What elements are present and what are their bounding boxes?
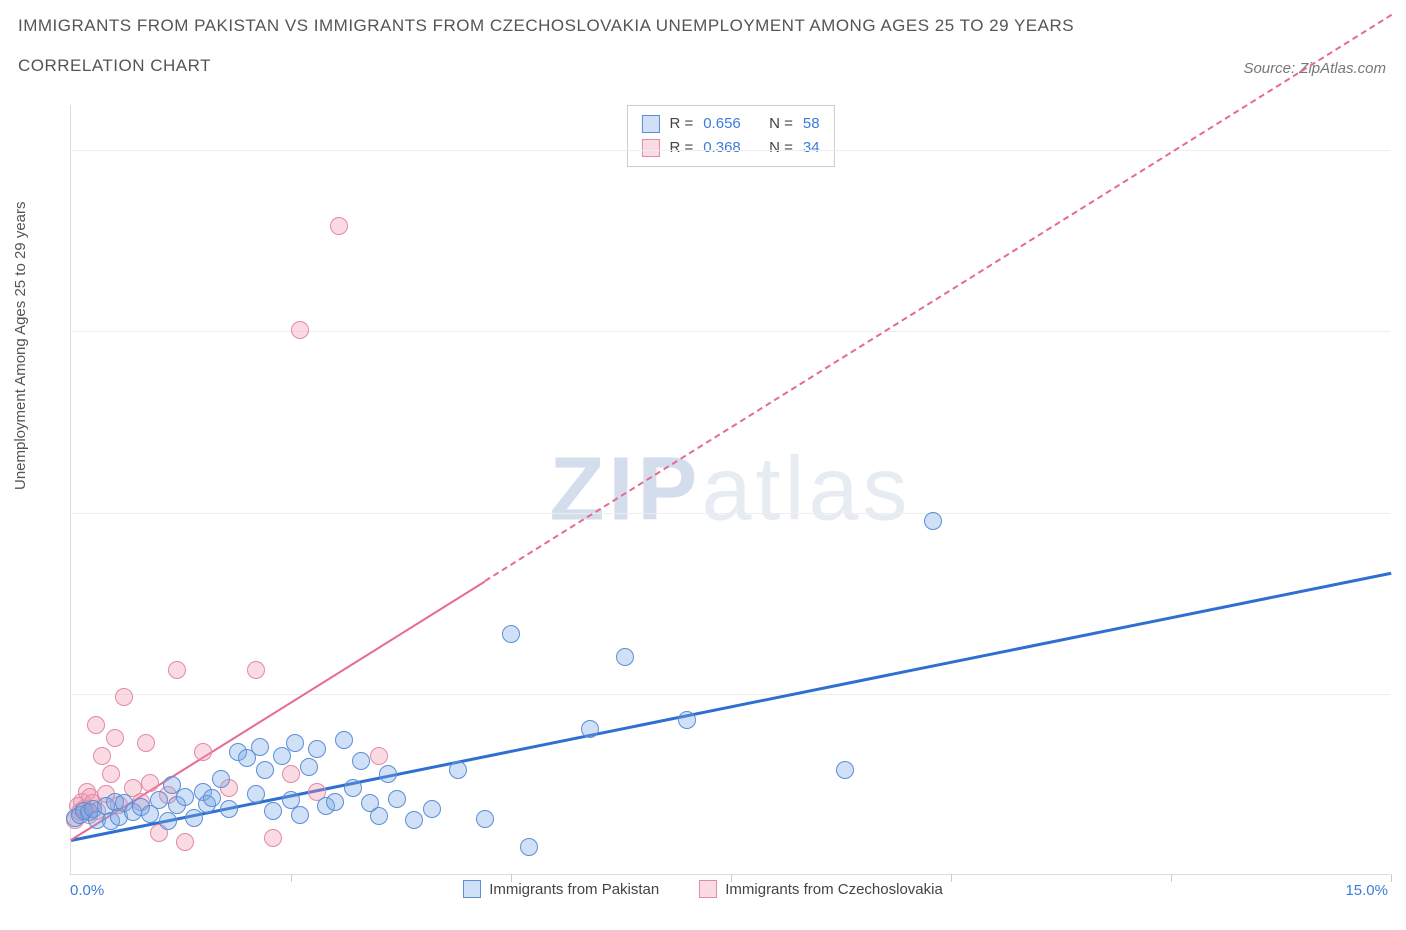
data-point [194, 743, 212, 761]
data-point [203, 789, 221, 807]
data-point [87, 716, 105, 734]
legend-label: Immigrants from Pakistan [489, 881, 659, 898]
gridline [71, 694, 1390, 695]
data-point [326, 793, 344, 811]
data-point [581, 720, 599, 738]
data-point [370, 747, 388, 765]
data-point [102, 765, 120, 783]
gridline [71, 150, 1390, 151]
data-point [273, 747, 291, 765]
n-value: 34 [803, 136, 820, 160]
data-point [352, 752, 370, 770]
data-point [520, 838, 538, 856]
data-point [212, 770, 230, 788]
data-point [678, 711, 696, 729]
watermark: ZIPatlas [549, 438, 911, 541]
legend-swatch [699, 880, 717, 898]
data-point [185, 809, 203, 827]
data-point [176, 788, 194, 806]
data-point [264, 802, 282, 820]
legend-item: Immigrants from Czechoslovakia [699, 880, 943, 898]
n-value: 58 [803, 112, 820, 136]
data-point [150, 791, 168, 809]
data-point [291, 321, 309, 339]
gridline [71, 513, 1390, 514]
data-point [308, 740, 326, 758]
data-point [502, 625, 520, 643]
data-point [300, 758, 318, 776]
n-label: N = [769, 112, 793, 136]
chart-title-line1: IMMIGRANTS FROM PAKISTAN VS IMMIGRANTS F… [18, 16, 1074, 36]
data-point [335, 731, 353, 749]
r-label: R = [669, 112, 693, 136]
data-point [247, 785, 265, 803]
data-point [106, 729, 124, 747]
data-point [616, 648, 634, 666]
gridline [71, 331, 1390, 332]
data-point [370, 807, 388, 825]
data-point [256, 761, 274, 779]
stats-legend: R = 0.656 N = 58 R = 0.368 N = 34 [626, 105, 834, 167]
plot-area: ZIPatlas R =0.656 N =58R =0.368 N =34 20… [70, 105, 1390, 875]
data-point [423, 800, 441, 818]
data-point [93, 747, 111, 765]
r-value: 0.368 [703, 136, 741, 160]
r-label: R = [669, 136, 693, 160]
data-point [924, 512, 942, 530]
data-point [264, 829, 282, 847]
legend-swatch [463, 880, 481, 898]
data-point [247, 661, 265, 679]
r-value: 0.656 [703, 112, 741, 136]
data-point [836, 761, 854, 779]
data-point [176, 833, 194, 851]
data-point [159, 812, 177, 830]
stats-row: R = 0.368 N = 34 [641, 136, 819, 160]
stats-row: R = 0.656 N = 58 [641, 112, 819, 136]
legend-item: Immigrants from Pakistan [463, 880, 659, 898]
data-point [449, 761, 467, 779]
y-axis-label: Unemployment Among Ages 25 to 29 years [12, 201, 29, 490]
data-point [286, 734, 304, 752]
bottom-legend: Immigrants from Pakistan Immigrants from … [0, 880, 1406, 898]
trend-line [484, 15, 1391, 583]
legend-swatch [641, 115, 659, 133]
data-point [168, 661, 186, 679]
data-point [141, 774, 159, 792]
data-point [405, 811, 423, 829]
legend-label: Immigrants from Czechoslovakia [725, 881, 943, 898]
data-point [330, 217, 348, 235]
data-point [476, 810, 494, 828]
data-point [291, 806, 309, 824]
data-point [388, 790, 406, 808]
data-point [282, 765, 300, 783]
data-point [115, 688, 133, 706]
legend-swatch [641, 139, 659, 157]
trend-line [71, 572, 1392, 842]
data-point [251, 738, 269, 756]
data-point [137, 734, 155, 752]
n-label: N = [769, 136, 793, 160]
data-point [220, 800, 238, 818]
data-point [344, 779, 362, 797]
chart-title-line2: CORRELATION CHART [18, 56, 211, 76]
data-point [379, 765, 397, 783]
